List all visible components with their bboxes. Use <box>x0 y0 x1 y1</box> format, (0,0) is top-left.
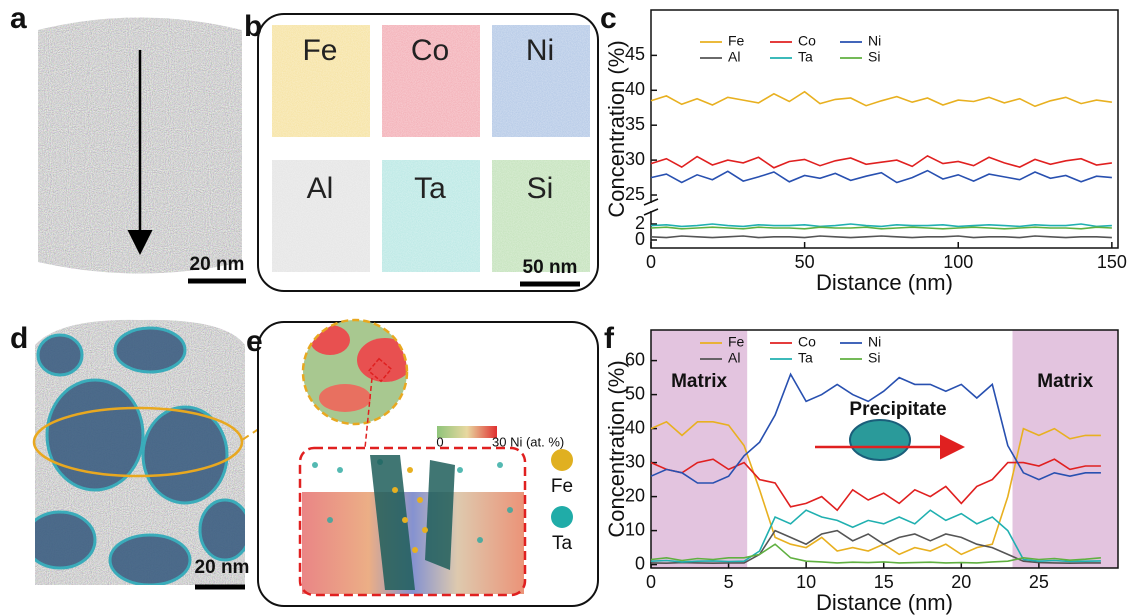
legend-label: Al <box>728 49 740 65</box>
precipitate <box>110 535 190 585</box>
panel-b: Fe Co Ni Al Ta Si 50 nm b <box>244 10 598 291</box>
scale-label: 20 nm <box>190 254 245 275</box>
atom <box>497 462 503 468</box>
panel-label: a <box>10 2 27 35</box>
x-tick-label: 25 <box>1029 572 1049 592</box>
scale-label: 50 nm <box>523 257 578 278</box>
precipitate <box>143 407 227 503</box>
y-axis-label: Concentration (%) <box>604 360 629 537</box>
atom <box>402 517 408 523</box>
annotation: Precipitate <box>849 399 946 420</box>
precipitate <box>115 328 185 372</box>
x-tick-label: 10 <box>796 572 816 592</box>
legend-label: Fe <box>551 476 573 497</box>
figure: 20 nm a Fe Co Ni Al Ta Si 50 nm b c <box>0 0 1129 615</box>
panel-label: f <box>604 322 615 355</box>
colorbar <box>437 426 497 438</box>
series-line <box>651 236 1112 238</box>
y-tick-label: 0 <box>635 553 645 573</box>
precipitate <box>25 512 95 568</box>
legend-label: Ni <box>868 33 881 49</box>
scale-label: 20 nm <box>195 557 250 578</box>
panel-label: c <box>600 2 617 35</box>
panel-label: e <box>246 325 263 358</box>
legend-label: Ta <box>552 533 573 554</box>
precipitate <box>38 335 82 375</box>
panel-e: 0 30 Ni (at. %) Fe Ta e <box>246 318 598 606</box>
x-tick-label: 150 <box>1097 252 1127 272</box>
x-tick-label: 0 <box>646 252 656 272</box>
legend-label: Fe <box>728 334 745 350</box>
element-label: Fe <box>302 34 337 67</box>
panel-a: 20 nm a <box>10 2 246 290</box>
element-label: Si <box>527 172 554 205</box>
legend-label: Ni <box>868 334 881 350</box>
axis-break <box>648 203 654 211</box>
region-label: Matrix <box>671 371 727 392</box>
x-tick-label: 50 <box>795 252 815 272</box>
y-axis-label: Concentration (%) <box>604 40 629 217</box>
atom <box>507 507 513 513</box>
series-line <box>651 92 1112 107</box>
panel-label: d <box>10 322 28 355</box>
x-tick-label: 0 <box>646 572 656 592</box>
panel-label: b <box>244 10 262 43</box>
atom <box>417 497 423 503</box>
element-label: Al <box>307 172 334 205</box>
legend-label: Ta <box>798 350 813 366</box>
legend-label: Si <box>868 49 880 65</box>
legend-label: Co <box>798 33 816 49</box>
atom <box>407 467 413 473</box>
legend-marker <box>551 506 573 528</box>
element-label: Co <box>411 34 449 67</box>
atom <box>312 462 318 468</box>
precipitate-icon <box>850 420 910 460</box>
plot-frame <box>651 10 1118 248</box>
series-line <box>651 156 1112 168</box>
series-line <box>651 171 1112 183</box>
series-line <box>651 224 1112 226</box>
legend-label: Fe <box>728 33 745 49</box>
x-axis-label: Distance (nm) <box>816 590 953 615</box>
element-label: Ta <box>414 172 446 205</box>
region-label: Matrix <box>1037 371 1093 392</box>
legend-label: Si <box>868 350 880 366</box>
atom <box>392 487 398 493</box>
atom <box>412 547 418 553</box>
atom <box>477 537 483 543</box>
legend-marker <box>551 449 573 471</box>
atom <box>327 517 333 523</box>
x-tick-label: 15 <box>874 572 894 592</box>
element-label: Ni <box>526 34 554 67</box>
region <box>1012 330 1118 568</box>
atom <box>337 467 343 473</box>
legend-label: Co <box>798 334 816 350</box>
series-line <box>651 227 1112 229</box>
legend-label: Al <box>728 350 740 366</box>
y-tick-label: 2 <box>635 213 645 233</box>
ni-rich <box>319 384 371 412</box>
x-axis-label: Distance (nm) <box>816 270 953 295</box>
isosurface <box>425 460 455 570</box>
atom <box>422 527 428 533</box>
x-tick-label: 5 <box>724 572 734 592</box>
x-tick-label: 20 <box>951 572 971 592</box>
precipitate <box>200 500 250 560</box>
atom <box>457 467 463 473</box>
x-tick-label: 100 <box>943 252 973 272</box>
legend-label: Ta <box>798 49 813 65</box>
